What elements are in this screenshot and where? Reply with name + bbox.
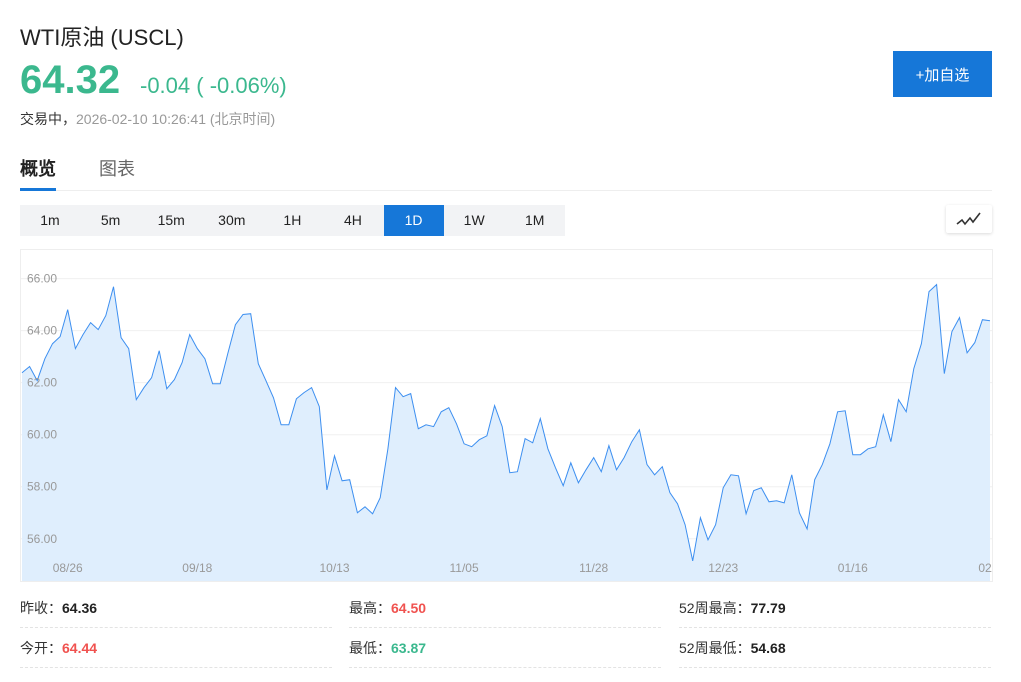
period-4h[interactable]: 4H xyxy=(344,212,362,228)
stat-label: 最低： xyxy=(349,640,391,656)
stat-label: 今开： xyxy=(20,640,62,656)
y-tick-label: 64.00 xyxy=(27,324,57,338)
stat-item: 52周最高：77.79 xyxy=(679,588,991,628)
x-tick-label: 11/28 xyxy=(579,561,608,575)
tab-overview[interactable]: 概览 xyxy=(20,155,56,191)
period-30m[interactable]: 30m xyxy=(218,212,246,228)
chart-type-button[interactable] xyxy=(946,205,992,233)
stat-item: 今开：64.44 xyxy=(20,628,332,668)
period-1w[interactable]: 1W xyxy=(463,212,485,228)
stat-label: 昨收： xyxy=(20,600,62,616)
timestamp: 2026-02-10 10:26:41 (北京时间) xyxy=(76,111,276,127)
x-tick-label: 08/26 xyxy=(53,561,83,575)
stat-item: 52周最低：54.68 xyxy=(679,628,991,668)
x-tick-label: 02/1 xyxy=(978,561,993,575)
x-tick-label: 11/05 xyxy=(450,561,479,575)
period-selector: 1m 5m 15m 30m 1H 4H 1D 1W 1M xyxy=(20,205,566,236)
stat-label: 52周最低： xyxy=(679,640,751,656)
period-15m[interactable]: 15m xyxy=(157,212,185,228)
stat-value: 54.68 xyxy=(750,640,786,656)
instrument-title: WTI原油 (USCL) xyxy=(20,25,184,50)
stat-value: 77.79 xyxy=(750,600,786,616)
stat-item: 最高：64.50 xyxy=(349,588,661,628)
y-tick-label: 60.00 xyxy=(27,428,57,442)
period-1d[interactable]: 1D xyxy=(383,205,444,236)
price-line xyxy=(21,283,991,562)
trading-status: 交易中，2026-02-10 10:26:41 (北京时间) xyxy=(20,109,275,129)
stat-value: 64.44 xyxy=(62,640,98,656)
y-tick-label: 66.00 xyxy=(27,272,57,286)
price-chart[interactable]: 56.00 58.00 60.00 62.00 64.00 66.00 08/26 09/18… xyxy=(20,249,993,582)
stat-item: 最低：63.87 xyxy=(349,628,661,668)
status-label: 交易中， xyxy=(20,111,76,127)
stat-value: 64.36 xyxy=(62,600,98,616)
add-to-watchlist-button[interactable]: +加自选 xyxy=(893,51,992,97)
stat-value: 64.50 xyxy=(391,600,427,616)
period-5m[interactable]: 5m xyxy=(100,212,121,228)
x-tick-label: 10/13 xyxy=(319,561,349,575)
period-1h[interactable]: 1H xyxy=(283,212,302,228)
last-price: 64.32 xyxy=(20,58,121,102)
stat-item: 昨收：64.36 xyxy=(20,588,332,628)
line-chart-icon xyxy=(956,212,981,226)
x-tick-label: 12/23 xyxy=(708,561,738,575)
x-tick-label: 01/16 xyxy=(838,561,868,575)
stat-label: 52周最高： xyxy=(679,600,751,616)
tab-bar: 概览 图表 xyxy=(20,155,992,191)
x-tick-label: 09/18 xyxy=(182,561,212,575)
price-area xyxy=(22,284,990,581)
tab-chart[interactable]: 图表 xyxy=(99,159,135,179)
y-tick-label: 58.00 xyxy=(27,480,57,494)
y-tick-label: 56.00 xyxy=(27,532,57,546)
stat-value: 63.87 xyxy=(391,640,427,656)
stat-label: 最高： xyxy=(349,600,391,616)
price-change: -0.04 ( -0.06%) xyxy=(140,73,287,98)
period-1m[interactable]: 1m xyxy=(40,212,60,228)
y-tick-label: 62.00 xyxy=(27,376,57,390)
period-1mo[interactable]: 1M xyxy=(525,212,545,228)
